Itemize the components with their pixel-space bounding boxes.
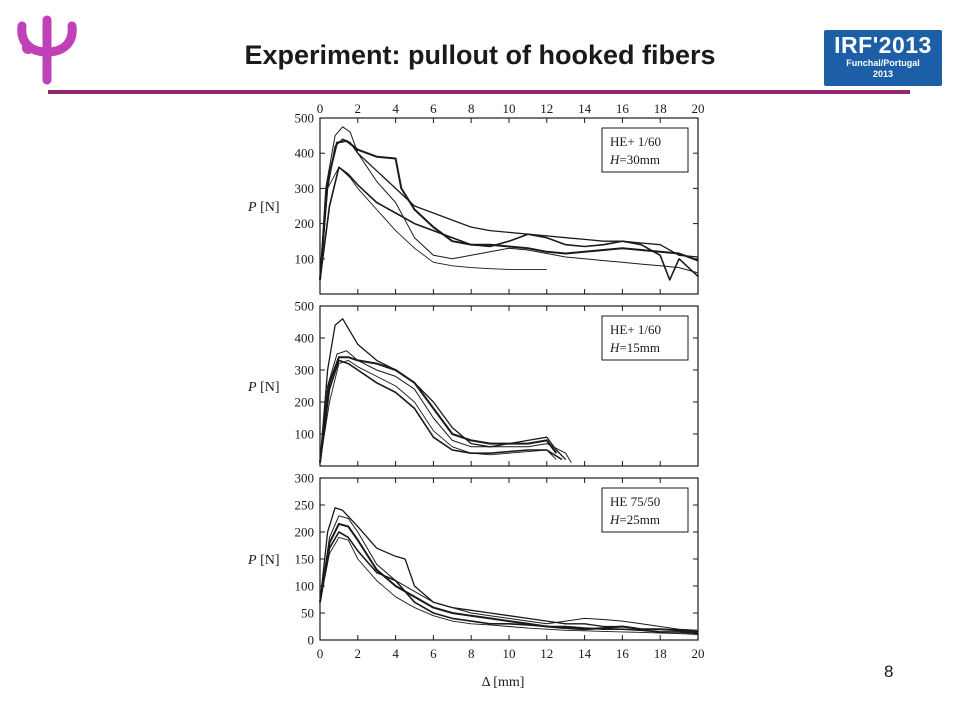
x-tick-label: 10	[503, 646, 516, 661]
x-tick-label: 8	[468, 646, 475, 661]
y-axis-label: P [N]	[247, 380, 280, 395]
y-tick-label: 200	[295, 395, 315, 410]
y-axis-label: P [N]	[247, 200, 280, 215]
conference-badge: IRF'2013 Funchal/Portugal 2013	[824, 30, 942, 86]
y-tick-label: 250	[295, 498, 315, 513]
page-number: 8	[884, 662, 894, 681]
x-tick-label: 12	[540, 646, 553, 661]
series-line	[319, 356, 558, 463]
y-tick-label: 300	[295, 471, 315, 486]
y-tick-label: 100	[295, 579, 315, 594]
y-axis-label: P [N]	[247, 553, 280, 568]
x-tick-label: 16	[616, 646, 630, 661]
pullout-figure: 100 200 300 400 500 0 2 4 6 8 10 12 14 16 18 20 P [N] HE+…	[220, 100, 720, 700]
x-tick-label: 20	[692, 101, 705, 116]
x-tick-label: 2	[355, 646, 362, 661]
x-tick-label: 14	[578, 101, 592, 116]
slide-title: Experiment: pullout of hooked fibers	[244, 40, 716, 70]
y-tick-label: 200	[295, 525, 315, 540]
series-line	[319, 126, 699, 280]
series-line	[319, 350, 572, 464]
x-tick-label: 0	[317, 646, 324, 661]
conference-year: 2013	[872, 69, 894, 79]
series-line	[319, 318, 567, 463]
y-tick-label: 200	[295, 216, 315, 231]
psi-logo-icon	[14, 12, 80, 88]
x-tick-label: 18	[654, 101, 667, 116]
annotation-label: HE+ 1/60	[610, 134, 661, 149]
x-tick-label: 4	[392, 101, 399, 116]
annotation-label: H=25mm	[609, 512, 660, 527]
annotation-label: HE 75/50	[610, 494, 660, 509]
y-tick-label: 300	[295, 181, 315, 196]
x-tick-label: 16	[616, 101, 630, 116]
y-tick-label: 150	[295, 552, 315, 567]
annotation-label: HE+ 1/60	[610, 322, 661, 337]
annotation-box	[601, 127, 689, 173]
x-tick-label: 6	[430, 646, 437, 661]
y-tick-label: 50	[301, 606, 314, 621]
x-tick-label: 2	[355, 101, 362, 116]
x-tick-label: 10	[503, 101, 516, 116]
y-tick-label: 500	[295, 111, 315, 126]
series-line	[319, 536, 699, 636]
x-tick-label: 20	[692, 646, 705, 661]
y-tick-label: 400	[295, 331, 315, 346]
series-line	[319, 166, 699, 281]
series-line	[319, 522, 699, 633]
series-line	[319, 359, 557, 463]
x-tick-label: 4	[392, 646, 399, 661]
annotation-box	[601, 315, 689, 361]
conference-place: Funchal/Portugal	[846, 58, 920, 68]
series-line	[319, 515, 699, 631]
y-tick-label: 400	[295, 146, 315, 161]
y-tick-label: 100	[295, 427, 315, 442]
series-line	[319, 166, 547, 280]
x-tick-label: 6	[430, 101, 437, 116]
x-tick-label: 12	[540, 101, 553, 116]
y-tick-label: 500	[295, 299, 315, 314]
annotation-box	[601, 487, 689, 533]
x-tick-label: 14	[578, 646, 592, 661]
title-divider	[48, 90, 910, 94]
y-tick-label: 100	[295, 251, 315, 266]
series-line	[319, 531, 699, 635]
x-tick-label: 0	[317, 101, 324, 116]
conference-name: IRF'2013	[834, 32, 932, 58]
x-axis-label: Δ [mm]	[482, 675, 525, 690]
annotation-label: H=30mm	[609, 152, 660, 167]
y-tick-label: 0	[308, 633, 315, 648]
x-tick-label: 18	[654, 646, 667, 661]
series-line	[319, 139, 699, 280]
y-tick-label: 300	[295, 363, 315, 378]
x-tick-label: 8	[468, 101, 475, 116]
annotation-label: H=15mm	[609, 340, 660, 355]
